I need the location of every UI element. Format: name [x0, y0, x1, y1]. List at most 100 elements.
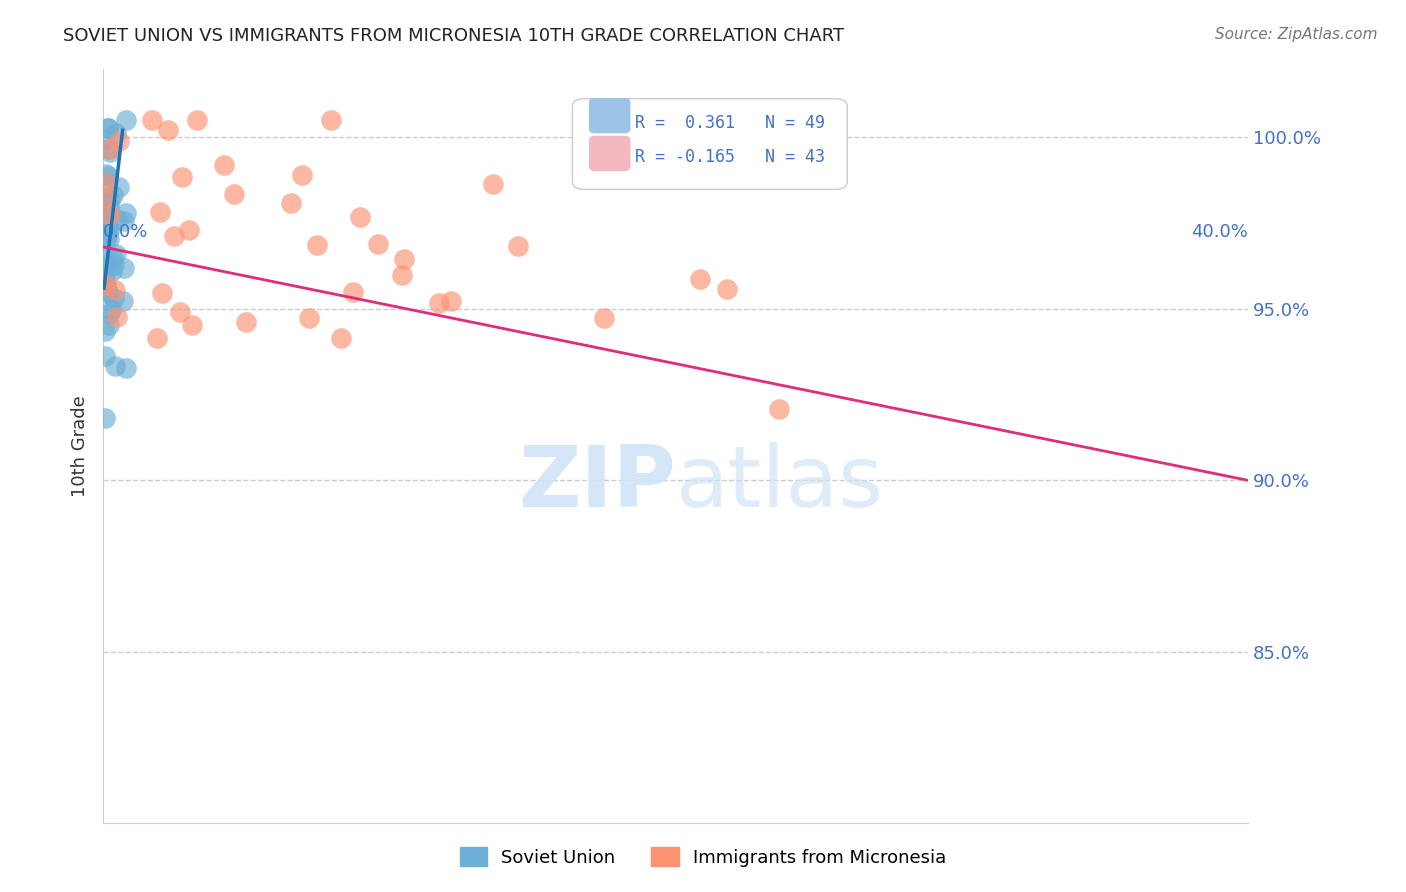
- Soviet Union: [94, 250, 117, 264]
- Immigrants from Micronesia: [170, 169, 193, 184]
- Immigrants from Micronesia: [330, 331, 353, 345]
- Immigrants from Micronesia: [177, 222, 200, 236]
- Soviet Union: [94, 268, 117, 283]
- Soviet Union: [112, 294, 135, 309]
- Immigrants from Micronesia: [212, 158, 235, 172]
- Immigrants from Micronesia: [98, 208, 121, 222]
- Soviet Union: [104, 359, 127, 373]
- Soviet Union: [97, 284, 120, 298]
- Soviet Union: [112, 260, 135, 275]
- Text: 0.0%: 0.0%: [103, 223, 149, 242]
- Soviet Union: [94, 411, 117, 425]
- Soviet Union: [94, 167, 117, 181]
- Immigrants from Micronesia: [307, 237, 329, 252]
- Soviet Union: [97, 285, 120, 300]
- Soviet Union: [97, 222, 120, 236]
- Soviet Union: [105, 212, 128, 227]
- Soviet Union: [107, 180, 129, 194]
- Immigrants from Micronesia: [94, 277, 117, 292]
- Soviet Union: [96, 228, 118, 243]
- Immigrants from Micronesia: [186, 113, 208, 128]
- Soviet Union: [93, 131, 115, 145]
- Immigrants from Micronesia: [152, 286, 174, 301]
- Immigrants from Micronesia: [298, 310, 321, 325]
- Soviet Union: [105, 126, 128, 140]
- Text: atlas: atlas: [675, 442, 883, 525]
- Soviet Union: [103, 259, 125, 273]
- Soviet Union: [101, 251, 124, 265]
- Immigrants from Micronesia: [181, 318, 204, 332]
- Immigrants from Micronesia: [367, 236, 389, 251]
- Soviet Union: [98, 223, 121, 237]
- Soviet Union: [93, 277, 115, 292]
- Text: SOVIET UNION VS IMMIGRANTS FROM MICRONESIA 10TH GRADE CORRELATION CHART: SOVIET UNION VS IMMIGRANTS FROM MICRONES…: [63, 27, 845, 45]
- Immigrants from Micronesia: [592, 311, 614, 326]
- Soviet Union: [96, 177, 118, 191]
- Soviet Union: [101, 264, 124, 278]
- Soviet Union: [98, 318, 121, 332]
- Immigrants from Micronesia: [104, 283, 127, 297]
- Y-axis label: 10th Grade: 10th Grade: [72, 395, 89, 497]
- Soviet Union: [96, 190, 118, 204]
- Soviet Union: [96, 213, 118, 227]
- FancyBboxPatch shape: [589, 136, 630, 170]
- Soviet Union: [103, 291, 125, 305]
- Immigrants from Micronesia: [813, 172, 835, 186]
- Soviet Union: [94, 324, 117, 338]
- Immigrants from Micronesia: [440, 294, 463, 309]
- Soviet Union: [93, 277, 115, 291]
- Soviet Union: [93, 349, 115, 363]
- Soviet Union: [98, 193, 121, 207]
- Soviet Union: [97, 120, 120, 135]
- Immigrants from Micronesia: [394, 252, 416, 266]
- Soviet Union: [98, 232, 121, 246]
- Immigrants from Micronesia: [427, 296, 450, 310]
- Immigrants from Micronesia: [108, 134, 131, 148]
- Immigrants from Micronesia: [280, 196, 302, 211]
- Soviet Union: [96, 219, 118, 233]
- Soviet Union: [97, 199, 120, 213]
- Immigrants from Micronesia: [235, 315, 257, 329]
- Immigrants from Micronesia: [169, 305, 191, 319]
- Soviet Union: [115, 206, 138, 220]
- Soviet Union: [100, 145, 122, 160]
- Immigrants from Micronesia: [149, 205, 172, 219]
- Soviet Union: [112, 214, 135, 228]
- Soviet Union: [93, 261, 115, 276]
- Immigrants from Micronesia: [321, 113, 343, 128]
- Text: Source: ZipAtlas.com: Source: ZipAtlas.com: [1215, 27, 1378, 42]
- Soviet Union: [94, 233, 117, 247]
- Immigrants from Micronesia: [222, 186, 245, 201]
- Immigrants from Micronesia: [146, 331, 169, 345]
- Soviet Union: [100, 302, 122, 317]
- Soviet Union: [97, 169, 120, 184]
- Text: R = -0.165   N = 43: R = -0.165 N = 43: [636, 148, 825, 166]
- Immigrants from Micronesia: [105, 310, 128, 325]
- Soviet Union: [94, 196, 117, 211]
- Soviet Union: [101, 188, 124, 202]
- Immigrants from Micronesia: [768, 402, 790, 417]
- Immigrants from Micronesia: [716, 282, 738, 296]
- Immigrants from Micronesia: [291, 168, 314, 182]
- Soviet Union: [98, 306, 121, 320]
- Immigrants from Micronesia: [94, 190, 117, 204]
- Soviet Union: [97, 143, 120, 157]
- Immigrants from Micronesia: [506, 239, 529, 253]
- Legend: Soviet Union, Immigrants from Micronesia: Soviet Union, Immigrants from Micronesia: [453, 840, 953, 874]
- FancyBboxPatch shape: [589, 99, 630, 133]
- Immigrants from Micronesia: [391, 268, 413, 282]
- Soviet Union: [96, 203, 118, 218]
- Immigrants from Micronesia: [157, 123, 180, 137]
- Immigrants from Micronesia: [689, 272, 711, 286]
- Soviet Union: [115, 360, 138, 375]
- Immigrants from Micronesia: [482, 177, 505, 191]
- Text: 40.0%: 40.0%: [1191, 223, 1249, 242]
- Text: R =  0.361   N = 49: R = 0.361 N = 49: [636, 114, 825, 132]
- Immigrants from Micronesia: [98, 142, 121, 156]
- Immigrants from Micronesia: [342, 285, 364, 299]
- Immigrants from Micronesia: [349, 210, 371, 224]
- Soviet Union: [115, 113, 138, 128]
- Soviet Union: [104, 247, 127, 261]
- Immigrants from Micronesia: [94, 176, 117, 190]
- Soviet Union: [97, 121, 120, 136]
